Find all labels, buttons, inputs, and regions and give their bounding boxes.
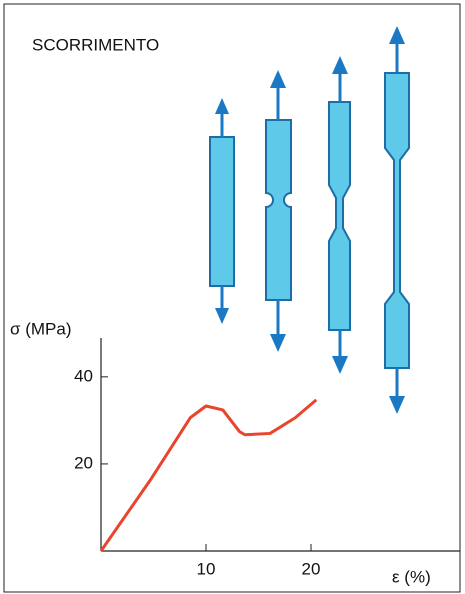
line-series [101,400,316,551]
x-tick-label: 10 [197,559,216,578]
x-axis-label: ε (%) [392,567,431,586]
x-tick-label: 20 [302,559,321,578]
y-tick-label: 40 [74,366,93,385]
y-tick-label: 20 [74,453,93,472]
chart-title: SCORRIMENTO [32,35,159,54]
specimens [210,26,409,414]
y-axis-label: σ (MPa) [10,319,72,338]
chart: SCORRIMENTO σ (MPa) ε (%) 20 40 10 20 [0,0,465,594]
